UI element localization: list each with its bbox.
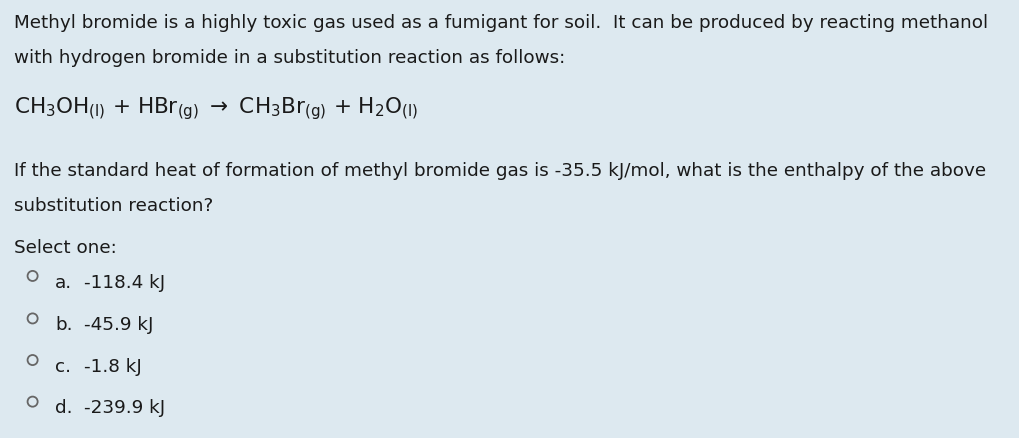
Text: -45.9 kJ: -45.9 kJ [84,316,153,334]
Text: -1.8 kJ: -1.8 kJ [84,358,142,376]
Text: d.: d. [55,399,72,417]
Text: $\mathregular{CH_3OH_{(l)}}$ + $\mathregular{HBr_{(g)}}$ $\rightarrow$ $\mathreg: $\mathregular{CH_3OH_{(l)}}$ + $\mathreg… [14,95,419,123]
Text: Methyl bromide is a highly toxic gas used as a fumigant for soil.  It can be pro: Methyl bromide is a highly toxic gas use… [14,14,988,32]
Text: c.: c. [55,358,71,376]
Text: a.: a. [55,274,72,292]
Text: Select one:: Select one: [14,239,117,257]
Text: substitution reaction?: substitution reaction? [14,197,214,215]
Text: b.: b. [55,316,72,334]
Text: with hydrogen bromide in a substitution reaction as follows:: with hydrogen bromide in a substitution … [14,49,566,67]
Text: -239.9 kJ: -239.9 kJ [84,399,165,417]
Text: -118.4 kJ: -118.4 kJ [84,274,165,292]
Text: If the standard heat of formation of methyl bromide gas is -35.5 kJ/mol, what is: If the standard heat of formation of met… [14,162,986,180]
